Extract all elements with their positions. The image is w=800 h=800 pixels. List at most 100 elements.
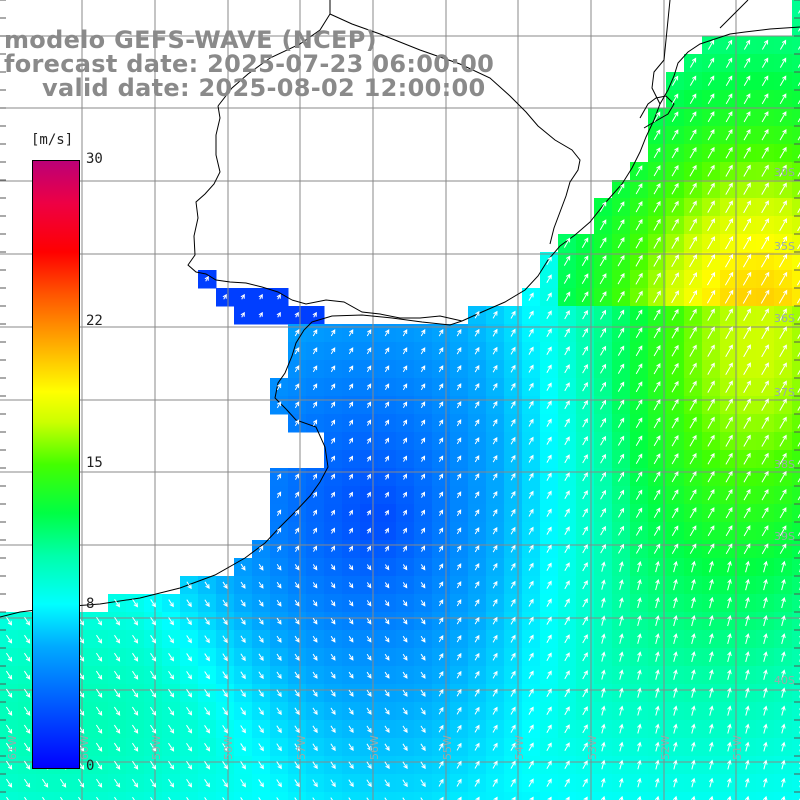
speed-cell [792, 738, 800, 757]
wind-arrow [258, 689, 264, 698]
wind-arrow [763, 560, 768, 573]
wind-arrow [796, 279, 800, 286]
wind-arrow [294, 509, 300, 516]
wind-arrow [546, 742, 552, 752]
wind-arrow [725, 507, 733, 519]
wind-arrow [240, 581, 246, 589]
wind-arrow [258, 635, 264, 643]
wind-arrow [312, 725, 318, 734]
wind-arrow [330, 437, 336, 444]
wind-arrow [564, 328, 570, 338]
wind-arrow [528, 598, 534, 607]
wind-arrow [637, 633, 642, 644]
wind-arrow [725, 218, 733, 232]
colorbar-tick-15: 15 [86, 454, 103, 471]
wind-arrow [671, 272, 679, 286]
wind-arrow [725, 39, 733, 50]
wind-arrow [582, 490, 588, 500]
wind-arrow [673, 560, 678, 573]
wind-arrow [601, 651, 606, 662]
wind-arrow [330, 365, 336, 373]
wind-arrow [294, 797, 297, 800]
wind-arrow [743, 507, 751, 519]
wind-arrow [456, 581, 462, 589]
wind-arrow [492, 562, 498, 571]
wind-arrow [743, 75, 751, 86]
wind-arrow [5, 706, 13, 716]
wind-arrow [582, 724, 588, 734]
wind-arrow [330, 617, 336, 625]
speed-cell [90, 792, 109, 800]
wind-arrow [637, 651, 642, 662]
wind-arrow [438, 401, 444, 409]
wind-arrow [113, 724, 121, 734]
wind-arrow [456, 742, 462, 751]
wind-arrow [168, 635, 174, 644]
wind-arrow [761, 452, 769, 465]
wind-arrow [797, 189, 800, 195]
speed-cell [630, 792, 649, 800]
wind-arrow [330, 564, 336, 571]
lat-label: 37S [774, 386, 795, 399]
wind-arrow [709, 741, 714, 752]
wind-arrow [330, 509, 335, 516]
wind-arrow [366, 347, 372, 355]
wind-arrow [348, 455, 354, 462]
wind-arrow [617, 417, 625, 428]
wind-arrow [546, 598, 552, 607]
wind-arrow [5, 688, 13, 698]
wind-arrow [546, 778, 552, 787]
wind-arrow [420, 761, 426, 770]
wind-arrow [492, 400, 498, 409]
wind-arrow [258, 797, 261, 800]
wind-arrow [528, 472, 534, 481]
wind-arrow [673, 669, 678, 680]
speed-cell [648, 792, 667, 800]
wind-arrow [42, 796, 45, 800]
wind-arrow [132, 670, 139, 680]
wind-arrow [546, 490, 552, 499]
wind-arrow [492, 310, 498, 319]
wind-arrow [402, 689, 408, 697]
wind-arrow [276, 707, 282, 716]
wind-arrow [653, 345, 661, 357]
wind-arrow [689, 75, 697, 86]
wind-arrow [653, 525, 661, 536]
wind-arrow [348, 527, 353, 534]
wind-arrow [294, 473, 300, 480]
wind-arrow [276, 653, 282, 661]
wind-arrow [294, 491, 300, 498]
wind-arrow [474, 634, 480, 643]
wind-arrow [366, 491, 371, 498]
wind-arrow [150, 635, 157, 644]
speed-cell [792, 756, 800, 775]
wind-arrow [779, 416, 787, 429]
wind-arrow [474, 509, 480, 517]
wind-arrow [619, 633, 624, 644]
wind-arrow [582, 706, 588, 716]
wind-arrow [655, 741, 660, 752]
wind-arrow [725, 452, 733, 465]
wind-arrow [763, 741, 768, 752]
wind-arrow [258, 653, 264, 662]
speed-cell [126, 792, 145, 800]
wind-arrow [529, 796, 534, 800]
wind-arrow [546, 364, 552, 373]
wind-arrow [689, 525, 697, 537]
wind-arrow [384, 527, 389, 534]
wind-arrow [779, 146, 787, 159]
wind-arrow [689, 272, 697, 286]
wind-arrow [797, 477, 800, 483]
wind-arrow [312, 545, 318, 552]
wind-arrow [653, 381, 661, 393]
wind-arrow [797, 459, 800, 465]
wind-arrow [168, 724, 175, 734]
wind-arrow [493, 796, 498, 800]
border-uruguay [291, 299, 463, 322]
wind-arrow [582, 580, 588, 590]
wind-arrow [474, 688, 480, 697]
wind-arrow [528, 400, 534, 409]
speed-cell [792, 342, 800, 361]
colorbar [32, 160, 80, 769]
wind-arrow [528, 580, 534, 589]
